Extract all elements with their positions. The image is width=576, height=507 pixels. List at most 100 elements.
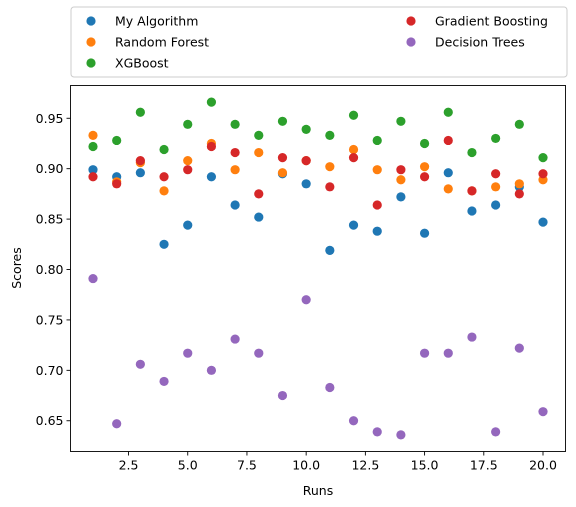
gradient-boosting-point-14 [396, 165, 406, 175]
plot-area: 2.5 5.0 7.5 10.0 12.5 15.0 17.5 20.0 0.650.700.… [36, 85, 566, 473]
decision-trees-point-2 [112, 419, 122, 429]
decision-trees-point-17 [467, 332, 477, 342]
decision-trees-point-15 [419, 348, 430, 358]
xgboost-point-13 [372, 135, 382, 146]
legend-marker-my-algorithm [86, 16, 96, 26]
y-tick-label: 0.65 [36, 413, 64, 428]
gradient-boosting-point-4 [159, 172, 169, 182]
x-tick-label: 2.5 [119, 458, 139, 473]
legend-marker-gradient-boosting [406, 16, 416, 26]
legend-label-random-forest: Random Forest [115, 35, 209, 50]
random-forest-point-14 [396, 175, 406, 185]
my-algorithm-point-6 [206, 172, 217, 182]
decision-trees-point-20 [538, 407, 548, 417]
my-algorithm-point-1 [88, 165, 98, 175]
gradient-boosting-point-16 [443, 135, 453, 146]
decision-trees-point-4 [159, 376, 169, 387]
y-axis-label: Scores [9, 247, 24, 289]
gradient-boosting-point-11 [325, 182, 335, 192]
gradient-boosting-point-6 [206, 141, 217, 152]
my-algorithm-point-7 [230, 200, 240, 210]
random-forest-point-15 [419, 162, 430, 172]
xgboost-point-7 [230, 119, 240, 129]
decision-trees-point-12 [348, 416, 359, 426]
decision-trees-point-9 [277, 390, 288, 401]
decision-trees-point-14 [396, 430, 406, 440]
gradient-boosting-point-20 [538, 169, 548, 179]
my-algorithm-point-18 [491, 200, 501, 210]
x-tick-label: 15.0 [411, 458, 439, 473]
my-algorithm-point-20 [538, 217, 548, 227]
x-tick-label: 12.5 [351, 458, 379, 473]
my-algorithm-point-16 [443, 168, 453, 178]
y-tick-label: 0.90 [36, 161, 64, 176]
gradient-boosting-point-9 [277, 152, 288, 163]
y-tick-label: 0.80 [36, 262, 64, 277]
my-algorithm-point-3 [135, 168, 145, 178]
x-axis-label: Runs [303, 483, 333, 498]
xgboost-point-1 [88, 141, 98, 152]
my-algorithm-point-11 [325, 245, 335, 255]
decision-trees-point-3 [135, 359, 145, 369]
legend-label-decision-trees: Decision Trees [435, 35, 525, 50]
my-algorithm-point-15 [419, 228, 430, 238]
xgboost-point-4 [159, 144, 169, 155]
my-algorithm-point-4 [159, 239, 169, 249]
decision-trees-point-1 [88, 273, 98, 284]
legend-box [70, 6, 568, 78]
random-forest-point-11 [325, 162, 335, 172]
gradient-boosting-point-1 [88, 172, 98, 182]
x-tick-label: 10.0 [292, 458, 320, 473]
y-tick-label: 0.95 [36, 111, 64, 126]
xgboost-point-11 [325, 130, 335, 141]
x-tick-label: 20.0 [529, 458, 557, 473]
y-tick-label: 0.75 [36, 312, 64, 327]
gradient-boosting-point-18 [491, 169, 501, 179]
xgboost-point-2 [112, 135, 122, 146]
x-axis-ticks: 2.5 5.0 7.5 10.0 12.5 15.0 17.5 20.0 [119, 451, 557, 473]
xgboost-point-14 [396, 116, 406, 126]
legend-label-xgboost: XGBoost [115, 56, 169, 71]
my-algorithm-point-13 [372, 226, 382, 236]
gradient-boosting-point-2 [112, 179, 122, 189]
y-axis-ticks: 0.65 0.70 0.75 0.80 0.85 0.90 0.95 [36, 111, 71, 428]
random-forest-point-19 [514, 179, 524, 189]
xgboost-point-15 [419, 138, 430, 149]
random-forest-point-12 [348, 144, 359, 155]
gradient-boosting-point-7 [230, 147, 240, 158]
my-algorithm-point-10 [301, 179, 311, 189]
random-forest-point-8 [254, 147, 264, 158]
xgboost-point-6 [206, 97, 217, 107]
y-tick-label: 0.70 [36, 363, 64, 378]
legend-marker-random-forest [86, 37, 96, 47]
x-tick-label: 5.0 [178, 458, 198, 473]
xgboost-point-10 [301, 124, 311, 134]
xgboost-point-3 [135, 107, 145, 117]
xgboost-point-20 [538, 152, 548, 163]
decision-trees-point-7 [230, 334, 240, 344]
gradient-boosting-point-12 [348, 152, 359, 163]
legend-label-my-algorithm: My Algorithm [115, 14, 198, 29]
x-tick-label: 17.5 [470, 458, 498, 473]
decision-trees-point-10 [301, 295, 311, 305]
decision-trees-point-6 [206, 365, 217, 375]
xgboost-point-9 [277, 116, 288, 126]
random-forest-point-1 [88, 130, 98, 141]
gradient-boosting-point-13 [372, 200, 382, 210]
my-algorithm-point-14 [396, 192, 406, 202]
decision-trees-point-19 [514, 343, 524, 353]
y-tick-label: 0.85 [36, 212, 64, 227]
random-forest-point-13 [372, 165, 382, 175]
decision-trees-point-13 [372, 427, 382, 437]
random-forest-point-16 [443, 184, 453, 194]
gradient-boosting-point-15 [419, 172, 430, 182]
gradient-boosting-point-5 [183, 165, 193, 175]
my-algorithm-point-12 [348, 220, 359, 230]
decision-trees-point-11 [325, 382, 335, 393]
random-forest-point-5 [183, 156, 193, 166]
my-algorithm-point-5 [183, 220, 193, 230]
xgboost-point-8 [254, 130, 264, 141]
legend-marker-xgboost [86, 58, 96, 68]
x-tick-label: 7.5 [237, 458, 257, 473]
